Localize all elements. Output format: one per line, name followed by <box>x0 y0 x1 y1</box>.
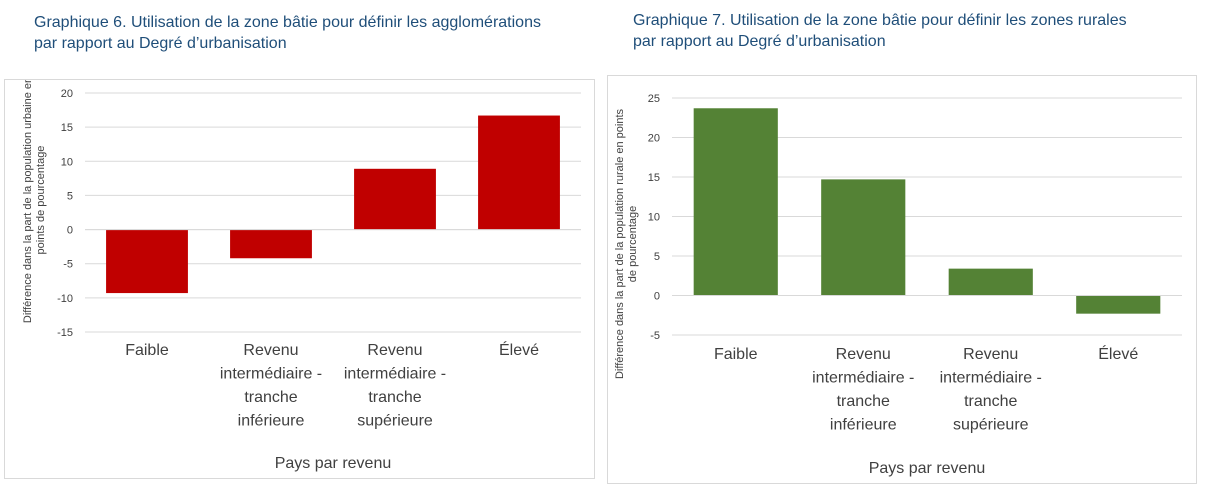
y-axis-title: Différence dans la part de la population… <box>614 108 639 379</box>
chart-svg-left: -15 -10 -5 0 5 10 15 20 Faible Revenu intermédiair… <box>22 80 581 472</box>
bar <box>821 179 906 296</box>
bar <box>948 268 1033 296</box>
y-tick-label: 15 <box>61 122 73 134</box>
category-label: Faible <box>125 342 169 359</box>
chart-svg-right: -5 0 5 10 15 20 25 Faible Revenu intermédiaire -t… <box>614 93 1182 477</box>
chart-title-right: Graphique 7. Utilisation de la zone bâti… <box>633 12 1127 50</box>
y-tick-label: 25 <box>648 93 660 105</box>
bar <box>230 229 312 259</box>
bar <box>693 108 778 296</box>
y-tick-label: 15 <box>648 172 660 184</box>
y-tick-label: 5 <box>67 190 73 202</box>
y-tick-label: 0 <box>654 291 660 303</box>
y-tick-label: 10 <box>61 156 73 168</box>
category-label: Élevé <box>1098 344 1138 363</box>
category-label: Revenu intermédiaire -tranche inférieure <box>812 346 914 434</box>
bar <box>1076 295 1161 314</box>
chart-area-left: -15 -10 -5 0 5 10 15 20 Faible Revenu intermédiair… <box>4 79 595 479</box>
category-label: Faible <box>714 346 758 363</box>
category-label: Revenu intermédiaire -tranche supérieure <box>940 346 1042 434</box>
category-label: Revenu intermédiaire -tranche supérieure <box>344 342 446 430</box>
bar <box>354 168 436 230</box>
y-tick-label: -10 <box>57 293 73 305</box>
chart-area-right: -5 0 5 10 15 20 25 Faible Revenu intermédiaire -t… <box>607 75 1197 484</box>
y-axis-title: Différence dans la part de la population… <box>22 80 47 323</box>
y-tick-label: 20 <box>61 88 73 100</box>
x-axis-title: Pays par revenu <box>869 460 986 477</box>
category-label: Élevé <box>499 340 539 359</box>
chart-title-left: Graphique 6. Utilisation de la zone bâti… <box>34 14 541 52</box>
y-tick-label: 0 <box>67 225 73 237</box>
y-tick-label: 10 <box>648 212 660 224</box>
x-axis-title: Pays par revenu <box>275 455 392 472</box>
bar <box>478 115 560 230</box>
y-tick-label: 5 <box>654 251 660 263</box>
y-tick-label: 20 <box>648 133 660 145</box>
y-tick-label: -5 <box>63 259 73 271</box>
y-tick-label: -15 <box>57 327 73 339</box>
bar <box>106 229 188 294</box>
category-label: Revenu intermédiaire -tranche inférieure <box>220 342 322 430</box>
y-tick-label: -5 <box>650 330 660 342</box>
